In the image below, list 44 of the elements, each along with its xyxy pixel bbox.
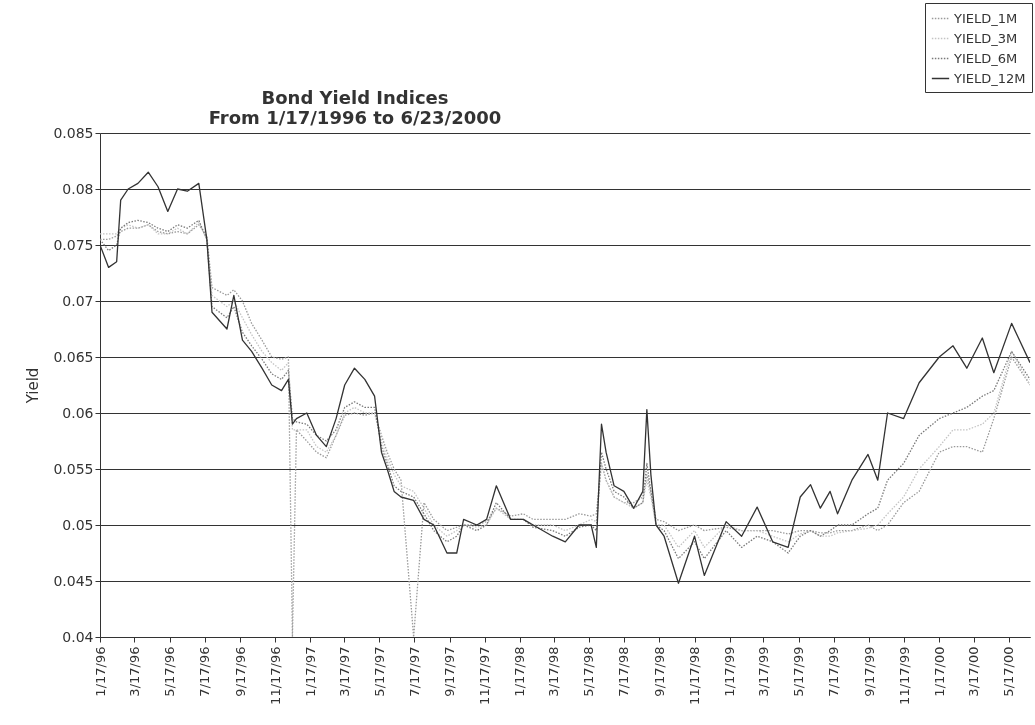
legend-label: YIELD_12M: [953, 70, 1026, 86]
x-tick-label: 9/17/96: [232, 646, 248, 697]
y-tick-label: 0.075: [53, 236, 94, 253]
x-tick-label: 3/17/96: [126, 646, 142, 697]
y-tick-label: 0.07: [62, 292, 94, 309]
y-tick-label: 0.08: [62, 180, 94, 197]
x-tick-label: 1/17/98: [512, 646, 528, 697]
y-tick-label: 0.065: [53, 348, 94, 365]
x-tick-label: 5/17/98: [581, 646, 597, 697]
y-axis-title: Yield: [24, 367, 43, 405]
legend-label: YIELD_3M: [953, 30, 1018, 46]
x-tick-label: 7/17/98: [616, 646, 632, 697]
x-tick-label: 3/17/97: [336, 646, 352, 697]
y-tick-label: 0.055: [53, 460, 94, 477]
x-tick-label: 7/17/99: [826, 646, 842, 697]
x-tick-label: 9/17/99: [861, 646, 877, 697]
y-tick-label: 0.045: [53, 572, 94, 589]
x-tick-label: 1/17/00: [931, 646, 947, 697]
x-tick-label: 9/17/97: [442, 646, 458, 697]
x-tick-label: 11/17/97: [477, 646, 493, 705]
x-tick-label: 9/17/98: [651, 646, 667, 697]
x-tick-label: 5/17/97: [371, 646, 387, 697]
x-tick-label: 3/17/98: [546, 646, 562, 697]
y-tick-label: 0.04: [62, 628, 94, 645]
x-tick-label: 7/17/97: [406, 646, 422, 697]
x-tick-label: 5/17/00: [1001, 646, 1017, 697]
x-tick-label: 1/17/96: [92, 646, 108, 697]
chart-title: Bond Yield Indices: [261, 86, 449, 108]
x-tick-label: 7/17/96: [197, 646, 213, 697]
legend-label: YIELD_1M: [953, 10, 1018, 26]
x-tick-label: 11/17/99: [896, 646, 912, 705]
y-tick-label: 0.05: [62, 516, 94, 533]
x-tick-label: 1/17/99: [722, 646, 738, 697]
x-tick-label: 5/17/99: [791, 646, 807, 697]
x-tick-label: 3/17/99: [755, 646, 771, 697]
x-tick-label: 5/17/96: [162, 646, 178, 697]
legend-label: YIELD_6M: [953, 50, 1018, 66]
x-tick-label: 3/17/00: [966, 646, 982, 697]
x-tick-label: 11/17/96: [267, 646, 283, 705]
x-tick-label: 11/17/98: [687, 646, 703, 705]
x-tick-label: 1/17/97: [302, 646, 318, 697]
chart-subtitle: From 1/17/1996 to 6/23/2000: [208, 106, 502, 128]
y-tick-label: 0.085: [53, 124, 94, 141]
y-tick-label: 0.06: [62, 404, 94, 421]
